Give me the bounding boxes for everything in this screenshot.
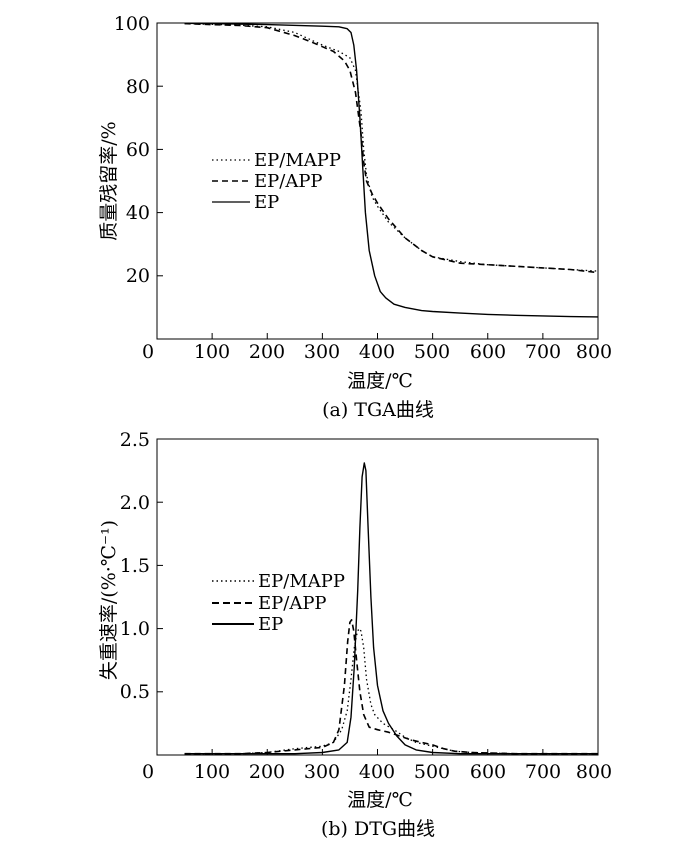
tga-x-tick: 200 [249, 341, 285, 363]
dtg-y-tick: 2.5 [120, 429, 150, 451]
dtg-x-tick: 600 [470, 761, 506, 783]
tga-legend: EP/MAPP EP/APP EP [212, 150, 341, 213]
tga-caption: (a) TGA曲线 [322, 399, 434, 421]
tga-chart-panel: 0 100 200 300 400 500 600 700 800 20 40 … [98, 13, 612, 421]
tga-x-tick: 800 [576, 341, 612, 363]
tga-y-tick: 60 [126, 139, 150, 161]
tga-y-tick: 40 [126, 202, 150, 224]
tga-x-tick: 700 [525, 341, 561, 363]
tga-series-line-ep-app [184, 22, 599, 274]
dtg-series-line-ep [184, 462, 598, 755]
tga-x-tick: 100 [194, 341, 230, 363]
dtg-caption: (b) DTG曲线 [321, 818, 435, 840]
tga-legend-label-ep-mapp: EP/MAPP [254, 150, 341, 171]
tga-ticks [157, 85, 544, 339]
tga-legend-label-ep-app: EP/APP [254, 171, 323, 192]
dtg-x-tick: 800 [576, 761, 612, 783]
dtg-ticks [157, 501, 544, 755]
tga-series-lines [184, 22, 599, 318]
dtg-x-axis-label: 温度/℃ [347, 789, 413, 811]
tga-y-tick: 20 [126, 265, 150, 287]
dtg-y-tick: 1.0 [120, 618, 150, 640]
dtg-chart-panel: 0 100 200 300 400 500 600 700 800 0.5 1.… [98, 429, 612, 840]
tga-x-tick: 500 [414, 341, 450, 363]
tga-x-tick: 600 [470, 341, 506, 363]
tga-y-tick: 100 [114, 13, 150, 35]
tga-y-axis-label: 质量残留率/% [98, 121, 120, 240]
dtg-legend: EP/MAPP EP/APP EP [212, 571, 345, 635]
dtg-x-tick: 200 [249, 761, 285, 783]
dtg-x-tick: 300 [304, 761, 340, 783]
tga-x-axis-label: 温度/℃ [347, 370, 413, 392]
dtg-legend-label-ep-mapp: EP/MAPP [258, 571, 345, 592]
dtg-y-tick: 0.5 [120, 681, 150, 703]
dtg-x-tick: 400 [359, 761, 395, 783]
dtg-series-line-ep-mapp [184, 627, 598, 755]
tga-x-tick: 300 [304, 341, 340, 363]
tga-x-tick: 400 [359, 341, 395, 363]
tga-legend-label-ep: EP [254, 192, 279, 213]
dtg-legend-label-ep: EP [258, 614, 283, 635]
tga-y-tick: 80 [126, 76, 150, 98]
dtg-x-tick: 100 [194, 761, 230, 783]
dtg-y-tick: 2.0 [120, 492, 150, 514]
dtg-x-tick: 500 [414, 761, 450, 783]
dtg-y-tick: 1.5 [120, 555, 150, 577]
tga-series-line-ep [184, 22, 599, 318]
dtg-x-tick-origin: 0 [142, 761, 154, 783]
dtg-legend-label-ep-app: EP/APP [258, 593, 327, 614]
dtg-y-axis-label: 失重速率/(%·℃⁻¹) [98, 520, 120, 680]
tga-x-tick-origin: 0 [142, 341, 154, 363]
dtg-x-tick: 700 [525, 761, 561, 783]
dtg-series-lines [184, 462, 598, 755]
dtg-series-line-ep-app [184, 618, 598, 755]
tga-series-line-ep-mapp [184, 22, 599, 272]
dtg-plot-frame [156, 438, 599, 756]
